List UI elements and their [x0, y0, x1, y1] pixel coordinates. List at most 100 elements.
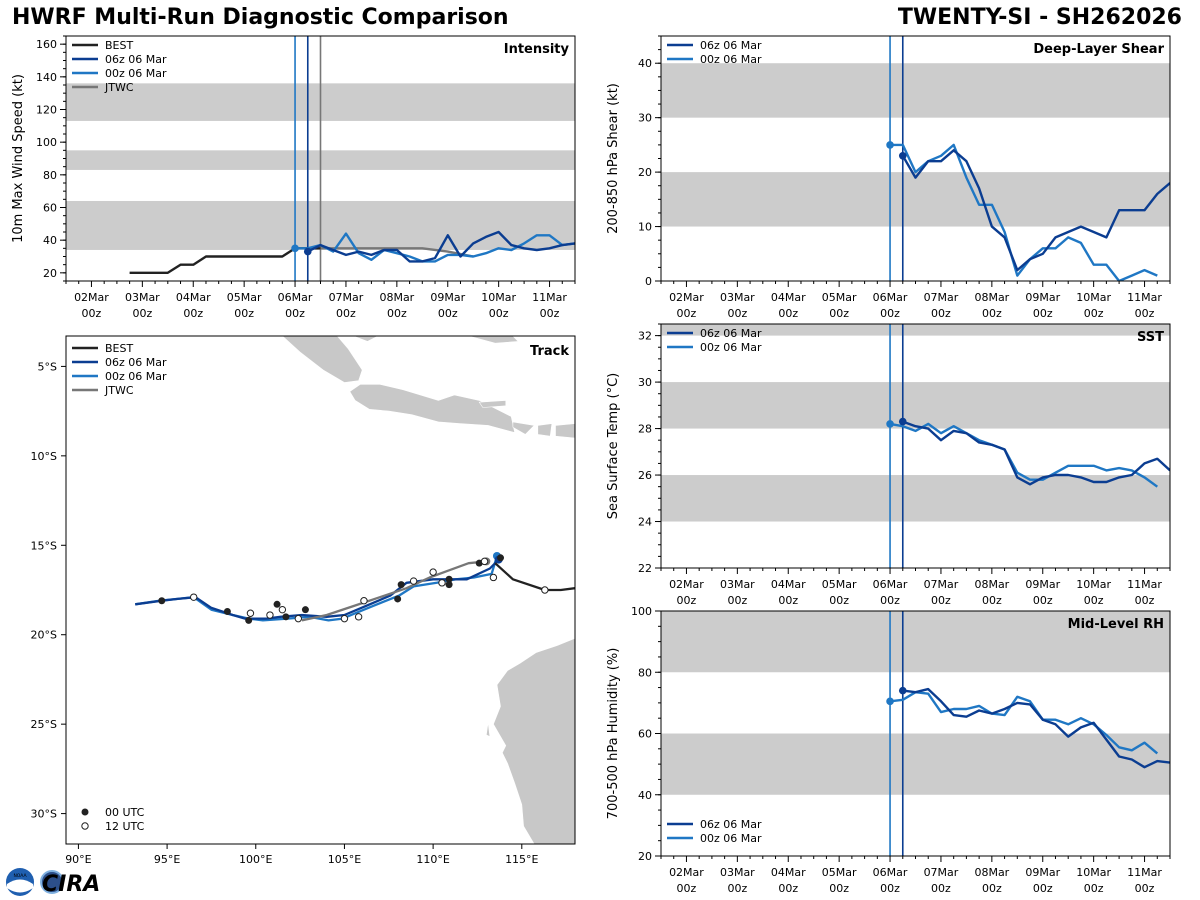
track-point-12utc — [266, 611, 274, 619]
track-y-tick-label: 15°S — [31, 539, 57, 552]
shear-panel: 02Mar 00z 03Mar 00z 04Mar 00z 05Mar 00z 06Mar 00z… — [606, 35, 1171, 320]
cira-logo: NOAA CIRA — [6, 868, 100, 897]
intensity-x-tick-label-hour: 00z — [438, 307, 458, 320]
track-point-12utc — [360, 597, 368, 605]
rh-x-tick-label-hour: 00z — [880, 882, 900, 895]
sst-threshold-band — [661, 475, 1170, 522]
sst-y-tick-label: 28 — [638, 423, 652, 436]
track-x-tick-label: 105°E — [328, 853, 361, 866]
track-point-12utc — [438, 579, 446, 587]
sst-x-tick-label-hour: 00z — [880, 594, 900, 607]
rh-plot-area — [661, 611, 1170, 856]
track-plot-area — [135, 336, 575, 844]
track-point-12utc — [340, 614, 349, 623]
track-point-12utc — [246, 609, 255, 617]
land-western-australia — [493, 637, 575, 844]
sst-x-tick-label-hour: 00z — [677, 594, 697, 607]
track-legend-label-00utc: 00 UTC — [105, 806, 145, 819]
sst-x-tick-label-hour: 00z — [778, 594, 798, 607]
shear-panel-title: Deep-Layer Shear — [1033, 42, 1164, 57]
sst-plot-area — [661, 324, 1170, 568]
intensity-series-run00 — [295, 232, 575, 263]
intensity-legend-label-run00: 00z 06 Mar — [105, 67, 167, 80]
land-madura — [478, 400, 507, 408]
track-point-00utc — [301, 606, 309, 614]
intensity-series-jtwc — [320, 247, 474, 258]
intensity-init-point-run00 — [291, 244, 299, 253]
intensity-y-tick-label: 120 — [36, 104, 57, 117]
sst-y-tick-label: 32 — [638, 330, 652, 343]
sst-legend-label-run00: 00z 06 Mar — [700, 341, 762, 354]
intensity-x-tick-label-hour: 00z — [183, 307, 203, 320]
intensity-x-tick-label-hour: 00z — [387, 307, 407, 320]
shear-x-tick-label-hour: 00z — [778, 307, 798, 320]
shear-legend-label-run06: 06z 06 Mar — [700, 39, 762, 52]
shear-x-tick-label: 11Mar — [1127, 291, 1162, 304]
sst-panel: 02Mar 00z 03Mar 00z 04Mar 00z 05Mar 00z 06Mar 00z… — [606, 323, 1171, 607]
sst-x-tick-label-hour: 00z — [1084, 594, 1104, 607]
shear-y-axis-label: 200-850 hPa Shear (kt) — [606, 83, 621, 234]
shear-x-tick-label-hour: 00z — [880, 307, 900, 320]
track-point-12utc — [480, 557, 489, 566]
land-sumatra — [281, 336, 363, 383]
intensity-x-tick-label: 10Mar — [481, 291, 516, 304]
rh-y-tick-label: 80 — [638, 666, 652, 679]
track-y-tick-label: 5°S — [38, 360, 57, 373]
track-point-12utc — [189, 593, 198, 601]
sst-x-tick-label: 10Mar — [1076, 578, 1111, 591]
rh-x-tick-label-hour: 00z — [1135, 882, 1155, 895]
intensity-x-tick-label: 11Mar — [532, 291, 567, 304]
rh-init-point-run00 — [886, 697, 894, 706]
track-line-jtwc — [301, 560, 487, 622]
intensity-y-tick-label: 20 — [43, 267, 57, 280]
rh-y-tick-label: 40 — [638, 789, 652, 802]
sst-threshold-band — [661, 324, 1170, 336]
intensity-x-tick-label: 08Mar — [379, 291, 414, 304]
land-bangka — [353, 336, 379, 342]
track-y-tick-label: 30°S — [31, 808, 57, 821]
shear-threshold-band — [661, 172, 1170, 227]
rh-series-run06 — [902, 687, 1170, 769]
rh-threshold-band — [661, 611, 1170, 673]
rh-x-tick-label: 09Mar — [1025, 866, 1060, 879]
sst-x-tick-label: 02Mar — [669, 578, 704, 591]
sst-y-axis-label: Sea Surface Temp (°C) — [606, 373, 621, 520]
noaa-text: NOAA — [13, 873, 27, 879]
intensity-panel-title: Intensity — [504, 42, 570, 57]
track-legend-label-jtwc: JTWC — [104, 384, 134, 397]
land-lombok — [537, 423, 553, 437]
rh-legend-label-run06: 06z 06 Mar — [700, 818, 762, 831]
track-point-00utc — [245, 616, 253, 624]
rh-threshold-band — [661, 733, 1170, 795]
rh-panel: 02Mar 00z 03Mar 00z 04Mar 00z 05Mar 00z 06Mar 00z… — [606, 605, 1171, 895]
shear-y-tick-label: 20 — [638, 166, 652, 179]
track-panel: 90°E 95°E 100°E 105°E 110°E 115°E 5°S 10°S 15°S 2… — [31, 335, 576, 866]
shear-y-tick-label: 30 — [638, 112, 652, 125]
rh-x-tick-label: 06Mar — [873, 866, 908, 879]
intensity-x-tick-label-hour: 00z — [234, 307, 254, 320]
track-x-tick-label: 95°E — [154, 853, 180, 866]
shear-x-tick-label-hour: 00z — [1135, 307, 1155, 320]
shear-x-tick-label: 05Mar — [822, 291, 857, 304]
rh-x-tick-label: 08Mar — [974, 866, 1009, 879]
sst-x-tick-label: 04Mar — [771, 578, 806, 591]
sst-x-tick-label: 08Mar — [974, 578, 1009, 591]
shear-x-tick-label-hour: 00z — [931, 307, 951, 320]
intensity-x-tick-label-hour: 00z — [489, 307, 509, 320]
track-x-tick-label: 100°E — [239, 853, 272, 866]
sst-x-tick-label: 11Mar — [1127, 578, 1162, 591]
sst-legend-label-run06: 06z 06 Mar — [700, 327, 762, 340]
track-point-00utc — [394, 595, 402, 603]
rh-x-tick-label-hour: 00z — [829, 882, 849, 895]
sst-series-run00 — [889, 422, 1159, 488]
land-borneo — [397, 336, 519, 344]
intensity-x-tick-label: 02Mar — [74, 291, 109, 304]
track-point-00utc — [158, 597, 166, 605]
intensity-y-tick-label: 160 — [36, 38, 57, 51]
track-legend-marker-12utc — [81, 822, 89, 830]
rh-x-tick-label: 05Mar — [822, 866, 857, 879]
track-point-00utc — [497, 554, 505, 562]
rh-legend-label-run00: 00z 06 Mar — [700, 832, 762, 845]
sst-x-tick-label-hour: 00z — [727, 594, 747, 607]
shear-x-tick-label-hour: 00z — [727, 307, 747, 320]
